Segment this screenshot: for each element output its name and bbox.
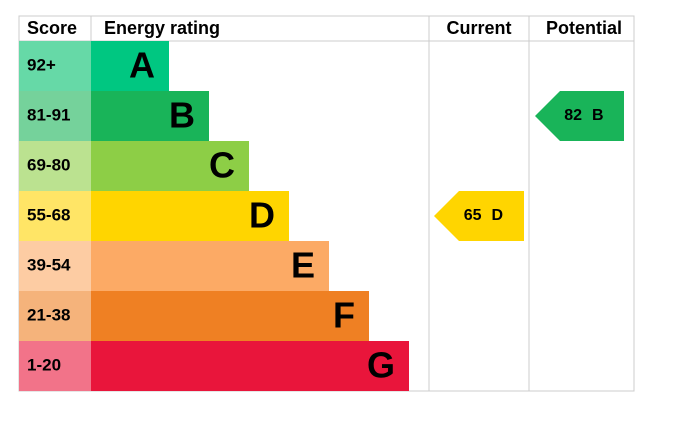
current-value: 65 — [464, 207, 482, 224]
rating-letter: D — [249, 195, 275, 236]
score-cell — [19, 191, 91, 241]
score-cell — [19, 91, 91, 141]
score-cell — [19, 291, 91, 341]
rating-bar — [91, 41, 169, 91]
score-cell — [19, 241, 91, 291]
rating-bar — [91, 191, 289, 241]
score-cell — [19, 41, 91, 91]
rating-bar — [91, 341, 409, 391]
score-label: 92+ — [27, 55, 56, 74]
header-potential: Potential — [546, 18, 622, 38]
score-cell — [19, 341, 91, 391]
rating-letter: A — [129, 45, 155, 86]
score-label: 55-68 — [27, 205, 70, 224]
rating-bar — [91, 91, 209, 141]
rating-letter: C — [209, 145, 235, 186]
score-label: 1-20 — [27, 355, 61, 374]
rating-letter: F — [333, 295, 355, 336]
current-band: D — [492, 207, 504, 224]
score-label: 81-91 — [27, 105, 70, 124]
score-label: 69-80 — [27, 155, 70, 174]
rating-letter: G — [367, 345, 395, 386]
rating-bar — [91, 241, 329, 291]
potential-band: B — [592, 107, 604, 124]
rating-letter: E — [291, 245, 315, 286]
rating-letter: B — [169, 95, 195, 136]
header-current: Current — [446, 18, 511, 38]
score-label: 39-54 — [27, 255, 71, 274]
header-score: Score — [27, 18, 77, 38]
potential-arrow — [535, 91, 624, 141]
score-cell — [19, 141, 91, 191]
score-label: 21-38 — [27, 305, 70, 324]
header-rating: Energy rating — [104, 18, 220, 38]
rating-bar — [91, 141, 249, 191]
current-arrow — [434, 191, 524, 241]
rating-bar — [91, 291, 369, 341]
potential-value: 82 — [564, 107, 582, 124]
